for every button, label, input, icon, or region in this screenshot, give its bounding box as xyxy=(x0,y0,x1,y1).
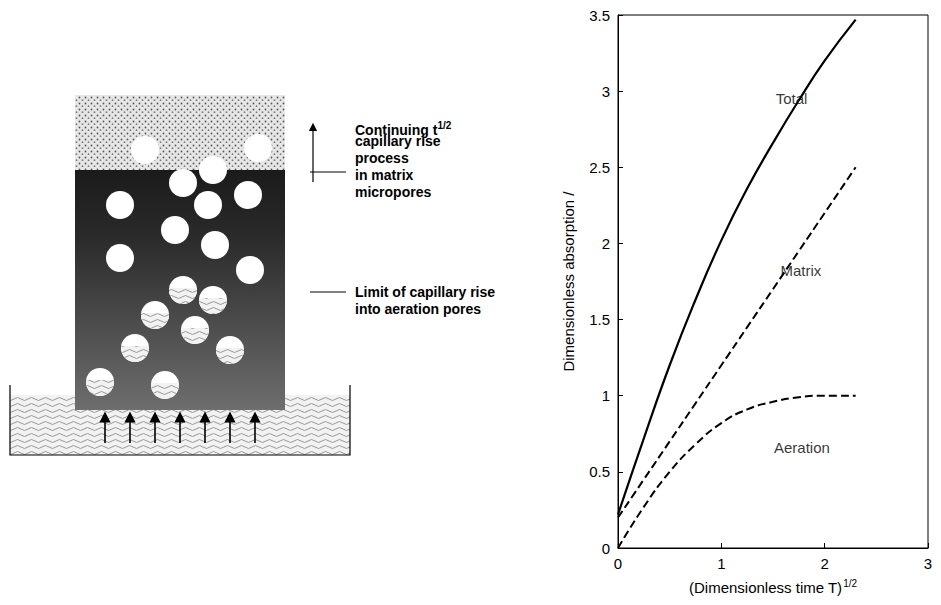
svg-text:0: 0 xyxy=(614,555,622,572)
svg-text:2: 2 xyxy=(602,235,610,252)
svg-text:3: 3 xyxy=(924,555,932,572)
svg-text:3: 3 xyxy=(602,83,610,100)
svg-text:Limit of capillary riseinto ae: Limit of capillary riseinto aeration por… xyxy=(355,284,495,317)
svg-text:Total: Total xyxy=(775,90,808,108)
svg-text:3.5: 3.5 xyxy=(589,7,610,24)
svg-text:1: 1 xyxy=(602,387,610,404)
svg-text:2.5: 2.5 xyxy=(589,159,610,176)
svg-text:2: 2 xyxy=(820,555,828,572)
svg-text:Matrix: Matrix xyxy=(780,262,821,279)
svg-text:Aeration: Aeration xyxy=(774,439,830,456)
svg-text:1: 1 xyxy=(717,555,725,572)
svg-text:1/2: 1/2 xyxy=(843,578,857,589)
svg-text:(Dimensionless time T): (Dimensionless time T) xyxy=(689,579,842,596)
svg-text:1.5: 1.5 xyxy=(589,311,610,328)
svg-text:Dimensionless absorption /: Dimensionless absorption / xyxy=(560,191,577,372)
svg-text:0: 0 xyxy=(602,540,610,557)
svg-text:Continuing t1/2capillary risep: Continuing t1/2capillary riseprocessin m… xyxy=(355,120,452,200)
svg-text:0.5: 0.5 xyxy=(589,463,610,480)
